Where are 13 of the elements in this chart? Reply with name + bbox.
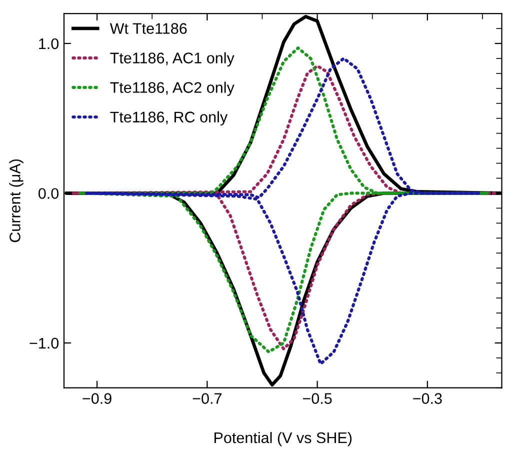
x-tick-label: −0.9: [82, 393, 112, 404]
y-tick-label: −1.0: [30, 338, 59, 349]
y-tick-label: 1.0: [39, 38, 59, 50]
x-axis-title: Potential (V vs SHE): [214, 432, 352, 446]
legend-label: Tte1186, AC1 only: [110, 52, 234, 66]
legend-label: Tte1186, RC only: [110, 111, 228, 126]
x-tick-label: −0.3: [413, 393, 442, 404]
x-tick-label: −0.5: [302, 393, 332, 404]
y-tick-label: 0.0: [38, 188, 59, 199]
legend-label: Tte1186, AC2 only: [110, 82, 234, 96]
y-axis-title: Current (μA): [9, 159, 24, 242]
x-tick-label: −0.7: [192, 393, 222, 404]
legend-label: Wt Tte1186: [110, 23, 187, 34]
